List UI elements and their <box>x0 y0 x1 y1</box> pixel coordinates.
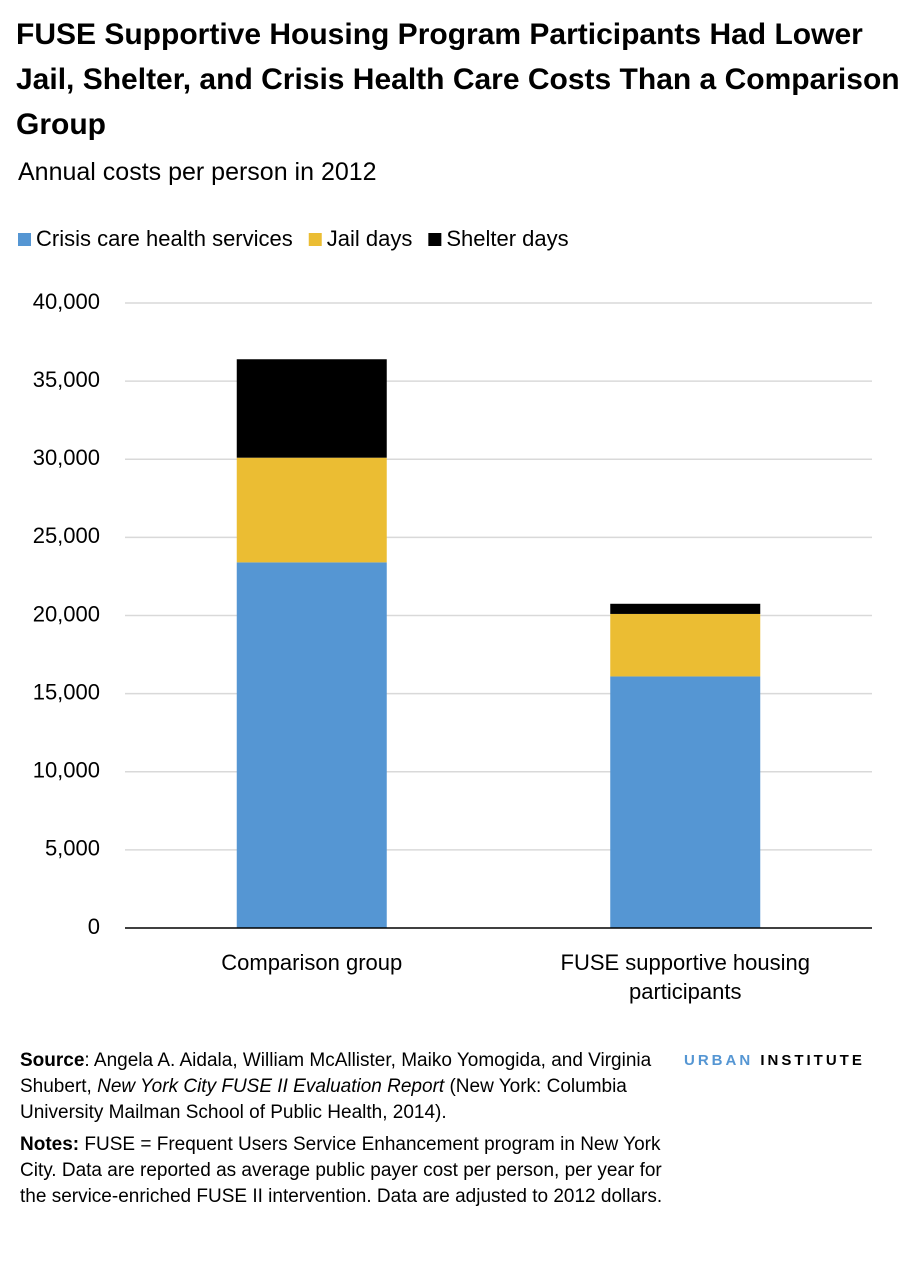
bar-segment <box>610 603 761 614</box>
logo: URBAN INSTITUTE <box>684 1052 865 1069</box>
legend-label: Jail days <box>327 226 413 251</box>
x-tick-label: Comparison group <box>221 950 403 975</box>
chart: 0 5,000 10,000 15,000 20,000 25,000 30,000 35,0… <box>18 226 872 939</box>
bar-segment <box>236 457 387 563</box>
y-tick-label: 35,000 <box>33 367 100 392</box>
y-tick-label: 25,000 <box>33 523 100 548</box>
notes-label: Notes: <box>20 1134 80 1155</box>
legend-label: Shelter days <box>446 226 568 251</box>
y-tick-label: 30,000 <box>33 445 100 470</box>
y-tick-label: 20,000 <box>33 601 100 626</box>
source-label: Source <box>20 1050 85 1071</box>
source: Source: Angela A. Aidala, William McAlli… <box>20 1048 680 1126</box>
bar-segment <box>610 676 761 928</box>
chart-subtitle: Annual costs per person in 2012 <box>18 158 377 186</box>
y-tick-label: 5,000 <box>45 836 100 861</box>
legend-swatch <box>18 233 31 246</box>
y-tick-label: 0 <box>88 914 100 939</box>
bar-segment <box>236 359 387 458</box>
bar-segment <box>610 613 761 677</box>
footnotes: Source: Angela A. Aidala, William McAlli… <box>20 1048 680 1216</box>
logo-left: URBAN <box>684 1052 754 1069</box>
y-tick-label: 40,000 <box>33 289 100 314</box>
source-title: New York City FUSE II Evaluation Report <box>97 1076 445 1097</box>
bar-segment <box>236 562 387 928</box>
legend-swatch <box>308 233 322 246</box>
source-text: (New York: Columbia University Mailman S… <box>20 1076 627 1123</box>
legend-swatch <box>428 233 442 246</box>
notes-text: FUSE = Frequent Users Service Enhancemen… <box>20 1134 663 1207</box>
source-text: : Angela A. Aidala, William McAllister, … <box>20 1050 652 1097</box>
notes: Notes: FUSE = Frequent Users Service Enh… <box>20 1132 680 1210</box>
x-tick-label: FUSE supportive housing participants <box>560 950 810 1004</box>
legend-label: Crisis care health services <box>36 226 293 251</box>
chart-title: FUSE Supportive Housing Program Particip… <box>16 18 900 141</box>
y-tick-label: 15,000 <box>33 679 100 704</box>
y-tick-label: 10,000 <box>33 758 100 783</box>
logo-right: INSTITUTE <box>760 1052 865 1069</box>
